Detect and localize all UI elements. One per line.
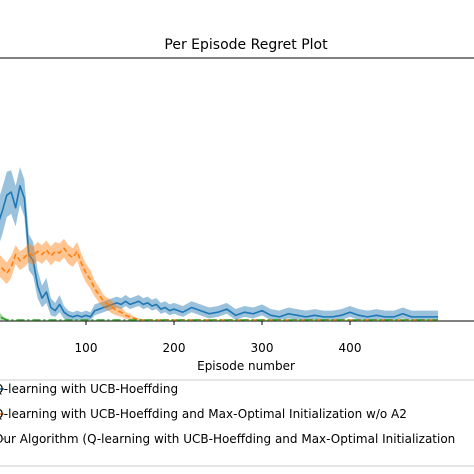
x-tick-label: 100 [75,341,98,355]
legend-label-2: Our Algorithm (Q-learning with UCB-Hoeff… [0,432,455,446]
x-axis-label: Episode number [197,359,295,373]
series-band-0 [0,167,438,320]
legend-box [0,379,474,467]
x-tick-label: 300 [251,341,274,355]
legend-label-0: Q-learning with UCB-Hoeffding [0,382,178,396]
x-tick-label: 400 [339,341,362,355]
x-axis: 100 200 300 400 [75,321,362,355]
series-line-0 [0,185,438,318]
legend-label-1: Q-learning with UCB-Hoeffding and Max-Op… [0,407,407,421]
x-tick-label: 200 [163,341,186,355]
legend: Q-learning with UCB-Hoeffding Q-learning … [0,382,455,446]
chart-title: Per Episode Regret Plot [164,37,328,53]
plot-area [0,57,474,322]
series-layer [0,167,438,321]
series-band-1 [0,238,438,320]
